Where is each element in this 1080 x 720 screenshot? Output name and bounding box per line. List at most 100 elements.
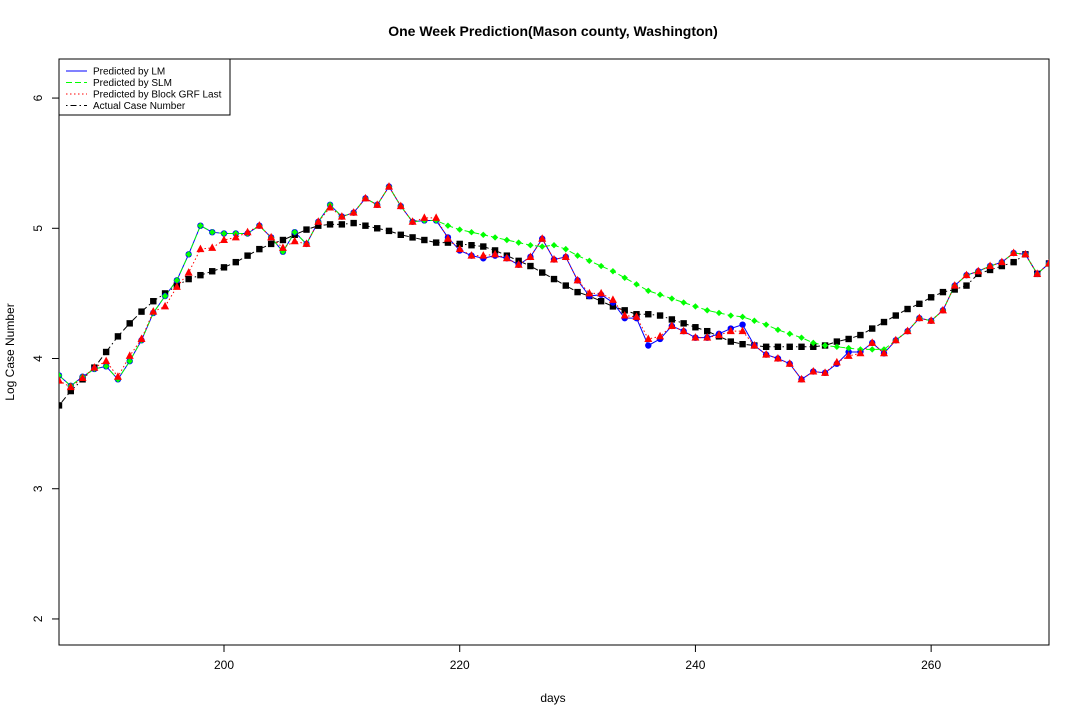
data-point-slm bbox=[220, 230, 228, 237]
legend-label-actual: Actual Case Number bbox=[93, 101, 186, 112]
plot-frame bbox=[58, 58, 1050, 646]
data-point-grf bbox=[290, 236, 299, 245]
y-axis: 2 3 4 5 6 bbox=[31, 94, 59, 622]
data-point-actual bbox=[904, 305, 911, 313]
data-point-actual bbox=[480, 243, 487, 250]
data-point-grf bbox=[1021, 249, 1030, 258]
data-point-actual bbox=[1010, 258, 1017, 266]
data-point-slm bbox=[774, 326, 782, 334]
data-point-actual bbox=[444, 239, 452, 246]
series-line-grf bbox=[59, 185, 1049, 388]
data-point-actual bbox=[185, 275, 192, 283]
series-line-slm bbox=[59, 185, 1049, 387]
data-point-slm bbox=[668, 295, 676, 302]
data-point-slm bbox=[715, 309, 723, 317]
data-point-actual bbox=[798, 343, 805, 350]
data-point-slm bbox=[727, 312, 734, 319]
data-point-actual bbox=[704, 327, 711, 335]
data-point-grf bbox=[90, 363, 99, 371]
data-point-grf bbox=[762, 350, 771, 358]
data-point-grf bbox=[102, 356, 111, 365]
data-point-grf bbox=[844, 351, 853, 359]
data-point-actual bbox=[244, 252, 251, 259]
data-point-grf bbox=[903, 326, 912, 335]
data-point-actual bbox=[338, 221, 346, 228]
data-point-grf bbox=[208, 243, 217, 251]
data-point-actual bbox=[102, 348, 110, 356]
y-axis-label: Log Case Number bbox=[3, 303, 17, 400]
data-point-actual bbox=[986, 266, 994, 274]
data-point-grf bbox=[467, 251, 476, 259]
data-point-actual bbox=[409, 234, 416, 241]
data-point-slm bbox=[845, 344, 852, 352]
data-point-actual bbox=[810, 343, 817, 350]
data-point-slm bbox=[833, 343, 841, 350]
data-point-slm bbox=[597, 262, 605, 270]
series-actual bbox=[59, 222, 1049, 406]
data-point-actual bbox=[59, 402, 63, 409]
series-lm bbox=[59, 185, 1049, 387]
data-point-grf bbox=[526, 252, 535, 260]
data-point-actual bbox=[927, 294, 935, 301]
data-point-slm bbox=[739, 313, 746, 321]
data-point-slm bbox=[633, 281, 640, 288]
data-point-grf bbox=[656, 331, 665, 340]
data-point-actual bbox=[621, 307, 628, 314]
data-point-slm bbox=[161, 292, 169, 300]
data-point-grf bbox=[832, 357, 841, 366]
data-point-grf bbox=[113, 372, 122, 380]
data-point-grf bbox=[326, 202, 335, 211]
data-point-grf bbox=[620, 311, 629, 319]
data-point-actual bbox=[727, 338, 734, 345]
data-point-actual bbox=[668, 316, 676, 323]
data-point-grf bbox=[267, 232, 276, 241]
data-point-grf bbox=[349, 208, 358, 216]
data-point-slm bbox=[197, 222, 204, 229]
data-point-grf bbox=[479, 251, 488, 259]
data-point-grf bbox=[856, 348, 865, 357]
series-line-actual bbox=[59, 222, 1049, 406]
data-point-actual bbox=[774, 343, 782, 350]
data-point-slm bbox=[692, 303, 699, 310]
data-point-actual bbox=[468, 242, 475, 249]
data-point-actual bbox=[397, 231, 404, 238]
data-point-slm bbox=[680, 299, 687, 306]
data-point-grf bbox=[750, 340, 759, 349]
data-point-actual bbox=[998, 262, 1006, 270]
data-point-grf bbox=[361, 193, 370, 202]
data-point-grf bbox=[125, 351, 134, 359]
data-point-grf bbox=[396, 201, 405, 210]
data-point-lm bbox=[645, 342, 652, 349]
data-point-actual bbox=[951, 286, 958, 293]
data-point-actual bbox=[303, 226, 310, 233]
data-point-grf bbox=[78, 373, 87, 382]
data-point-slm bbox=[59, 372, 63, 379]
data-point-grf bbox=[432, 213, 441, 221]
legend-box bbox=[58, 58, 231, 116]
series-slm bbox=[59, 185, 1049, 387]
data-point-slm bbox=[291, 228, 298, 236]
data-point-grf bbox=[915, 313, 924, 322]
data-point-slm bbox=[751, 317, 758, 324]
data-point-grf bbox=[220, 235, 228, 244]
data-point-slm bbox=[550, 242, 558, 249]
data-point-grf bbox=[715, 330, 723, 339]
data-point-slm bbox=[480, 231, 487, 238]
data-point-grf bbox=[443, 234, 452, 242]
data-point-actual bbox=[350, 219, 357, 227]
data-point-actual bbox=[609, 303, 617, 310]
data-point-actual bbox=[197, 271, 204, 279]
data-point-actual bbox=[963, 282, 970, 289]
x-axis: 200 220 240 260 bbox=[214, 645, 941, 672]
data-point-grf bbox=[514, 260, 523, 268]
data-point-grf bbox=[255, 221, 264, 229]
data-point-grf bbox=[950, 281, 959, 289]
data-point-grf bbox=[137, 334, 146, 342]
data-point-grf bbox=[809, 367, 818, 375]
data-point-grf bbox=[785, 359, 794, 367]
data-point-actual bbox=[833, 338, 841, 345]
data-point-actual bbox=[432, 239, 440, 246]
data-point-grf bbox=[585, 288, 594, 297]
data-point-actual bbox=[645, 311, 652, 318]
data-point-actual bbox=[385, 227, 393, 235]
